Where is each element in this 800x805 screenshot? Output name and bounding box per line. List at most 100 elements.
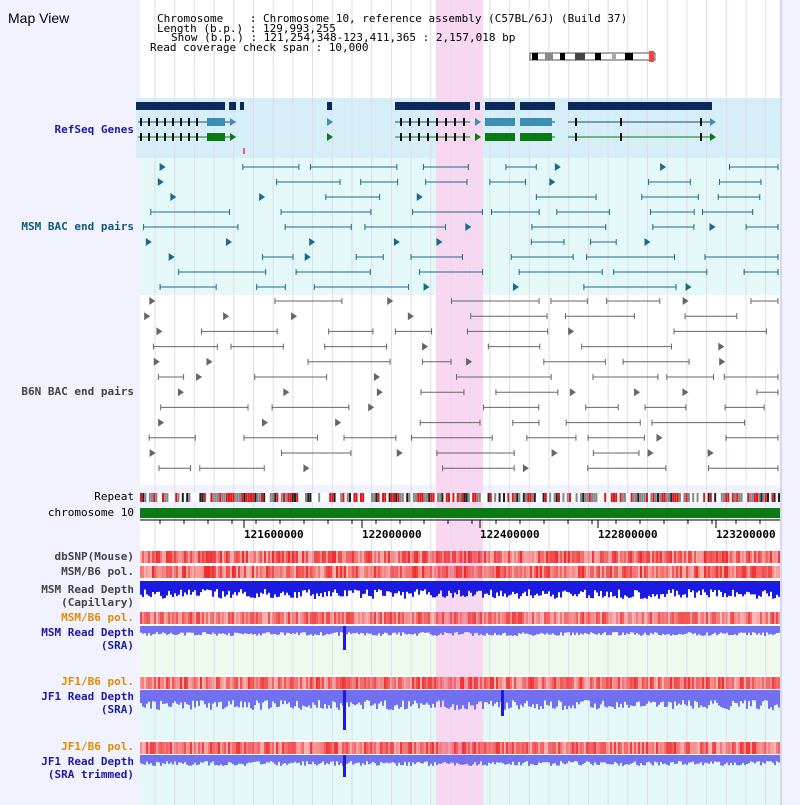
msm-b6-pol2-heat [514,612,516,624]
msm-b6-pol2-heat [230,612,232,624]
jf1-b6-pol2-heat [472,742,474,754]
repeat-segment [426,493,428,502]
msm-b6-pol2-heat [386,612,388,624]
jf1-b6-pol-heat [702,677,704,689]
jf1-b6-pol2-heat [304,742,306,754]
dbsnp-heat [496,551,498,563]
jf1-depth-sra [624,690,626,702]
msm-b6-pol2-heat [174,612,176,624]
msm-b6-pol2-heat [604,612,606,624]
jf1-b6-pol-heat [206,677,208,689]
track-label-jf1-depth-trim-1[interactable]: JF1 Read Depth [41,755,134,768]
msm-depth-cap [680,581,682,598]
track-label-b6n-bac[interactable]: B6N BAC end pairs [21,385,134,398]
jf1-b6-pol2-heat [520,742,522,754]
chromosome-label: Chromosome : [157,12,263,25]
jf1-depth-sra [234,690,236,708]
msm-b6-pol-heat [306,566,308,578]
msm-b6-pol-heat [332,566,334,578]
track-label-jf1-b6-pol-2[interactable]: JF1/B6 pol. [61,740,134,753]
jf1-depth-trim [222,755,224,766]
jf1-b6-pol2-heat [718,742,720,754]
dbsnp-heat [194,551,196,563]
msm-depth-sra [422,626,424,633]
msm-b6-pol-heat [304,566,306,578]
jf1-depth-sra [766,690,768,701]
msm-b6-pol2-heat [274,612,276,624]
repeat-segment [575,493,578,502]
msm-b6-pol-heat [498,566,500,578]
msm-depth-cap [670,581,672,593]
jf1-depth-trim [586,755,588,762]
msm-depth-sra [142,626,144,634]
jf1-depth-sra [246,690,248,708]
repeat-segment [586,493,589,502]
track-label-msm-bac[interactable]: MSM BAC end pairs [21,220,134,233]
msm-depth-cap [240,581,242,590]
msm-depth-sra [274,626,276,634]
jf1-b6-pol2-heat [596,742,598,754]
msm-depth-cap [772,581,774,599]
jf1-depth-sra [674,690,676,702]
msm-depth-cap [738,581,740,595]
jf1-b6-pol2-heat [704,742,706,754]
msm-b6-pol2-heat [178,612,180,624]
track-label-dbsnp[interactable]: dbSNP(Mouse) [54,550,134,563]
msm-depth-cap [344,581,346,591]
msm-b6-pol2-heat [688,612,690,624]
track-label-msm-b6-pol-1[interactable]: MSM/B6 pol. [61,565,134,578]
jf1-b6-pol2-heat [272,742,274,754]
jf1-depth-sra [596,690,598,710]
jf1-depth-trim [394,755,396,764]
msm-b6-pol2-heat [662,612,664,624]
msm-b6-pol-heat [264,566,266,578]
track-label-refseq[interactable]: RefSeq Genes [54,123,134,136]
msm-b6-pol-heat [778,566,780,578]
track-label-jf1-b6-pol-1[interactable]: JF1/B6 pol. [61,675,134,688]
dbsnp-heat [290,551,292,563]
jf1-b6-pol2-heat [160,742,162,754]
msm-depth-cap [398,581,400,592]
msm-depth-sra [756,626,758,635]
msm-b6-pol-heat [774,566,776,578]
msm-b6-pol-heat [182,566,184,578]
jf1-b6-pol2-heat [580,742,582,754]
msm-depth-cap [280,581,282,594]
repeat-segment [591,493,593,502]
jf1-b6-pol2-heat [758,742,760,754]
msm-depth-cap [230,581,232,598]
jf1-b6-pol2-heat [582,742,584,754]
dbsnp-heat [772,551,774,563]
jf1-b6-pol-heat [554,677,556,689]
jf1-depth-trim [146,755,148,762]
jf1-b6-pol2-heat [684,742,686,754]
msm-depth-cap [546,581,548,594]
track-label-msm-depth-sra-1[interactable]: MSM Read Depth [41,626,134,639]
dbsnp-heat [456,551,458,563]
b6n-bac-pair-arrow [718,342,725,351]
repeat-segment [742,493,745,502]
repeat-segment [203,493,206,502]
msm-depth-cap [556,581,558,598]
refseq-exon-tick [575,133,577,141]
dbsnp-heat [774,551,776,563]
msm-b6-pol-heat [590,566,592,578]
msm-b6-pol-heat [666,566,668,578]
track-label-jf1-depth-1[interactable]: JF1 Read Depth [41,690,134,703]
msm-depth-sra [428,626,430,633]
refseq-marker [243,148,245,154]
track-label-msm-depth-cap-1[interactable]: MSM Read Depth [41,583,134,596]
track-label-repeat[interactable]: Repeat [94,490,134,503]
jf1-depth-trim [736,755,738,766]
show-label: Show (b.p.) : [171,31,264,44]
jf1-depth-sra [600,690,602,705]
msm-b6-pol-heat [480,566,482,578]
msm-depth-cap [586,581,588,599]
msm-b6-pol-heat [258,566,260,578]
track-label-chromosome[interactable]: chromosome 10 [47,506,134,519]
msm-depth-sra [460,626,462,635]
track-label-msm-b6-pol-2[interactable]: MSM/B6 pol. [61,611,134,624]
msm-b6-pol-heat [460,566,462,578]
msm-b6-pol-heat [574,566,576,578]
